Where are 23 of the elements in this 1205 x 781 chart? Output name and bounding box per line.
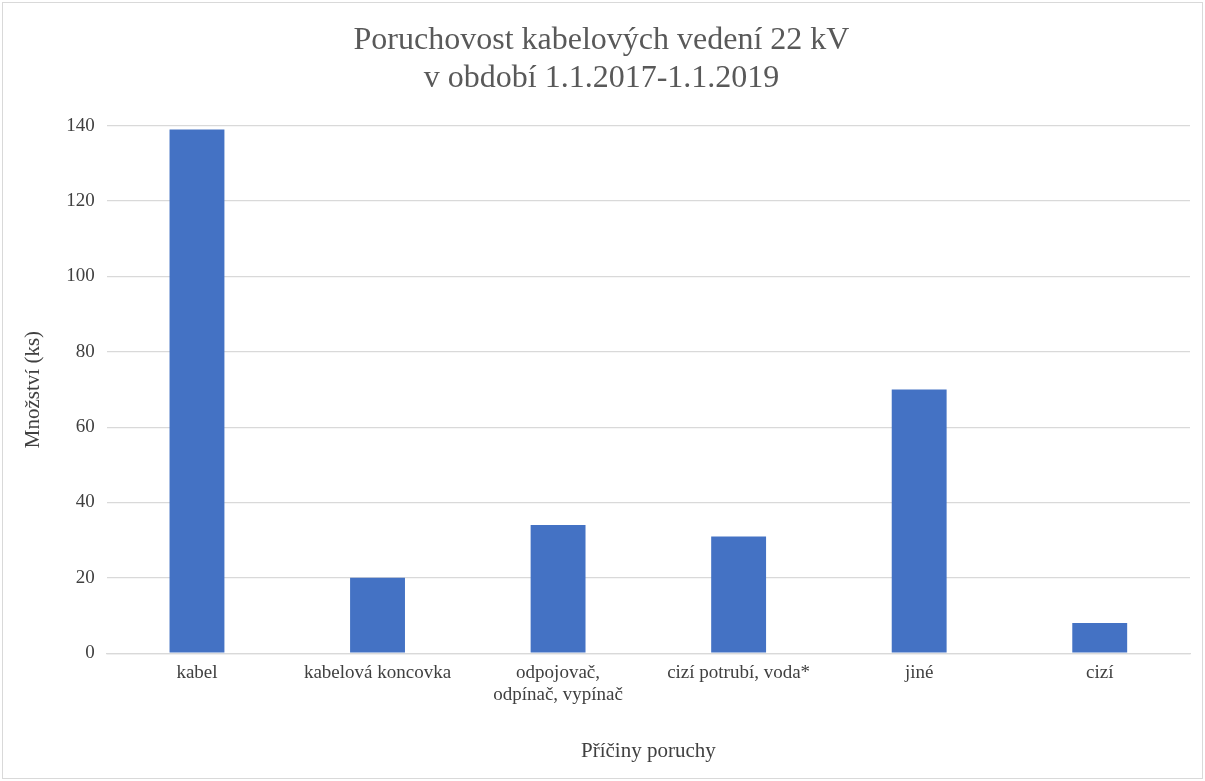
x-axis-title: Příčiny poruchy	[580, 737, 717, 762]
y-tick-label: 20	[75, 565, 95, 587]
bar	[350, 577, 405, 653]
y-tick-label: 120	[66, 189, 95, 211]
x-tick-label: cizí potrubí, voda*	[667, 660, 811, 682]
y-tick-label: 140	[66, 113, 95, 135]
y-tick-label: 40	[75, 490, 95, 512]
x-tick-label: cizí	[1086, 660, 1115, 682]
x-tick-label: kabelová koncovka	[303, 660, 452, 682]
y-tick-label: 100	[66, 264, 95, 286]
x-tick-label: odpojovač, odpínač, vypínač	[493, 660, 623, 705]
bar	[169, 129, 225, 653]
x-tick-label: kabel	[176, 660, 218, 682]
y-axis-title: Množství (ks)	[20, 330, 45, 449]
x-tick-label: jiné	[903, 660, 934, 682]
bar	[1072, 623, 1128, 653]
y-tick-label: 80	[75, 339, 95, 361]
bar	[891, 389, 947, 653]
y-tick-label: 0	[85, 641, 95, 663]
y-tick-label: 60	[75, 415, 95, 437]
bar	[530, 525, 586, 653]
chart-title: Poruchovost kabelových vedení 22 kV v období 1.1.2017-1.1.2019	[353, 19, 850, 95]
bar	[711, 536, 767, 653]
